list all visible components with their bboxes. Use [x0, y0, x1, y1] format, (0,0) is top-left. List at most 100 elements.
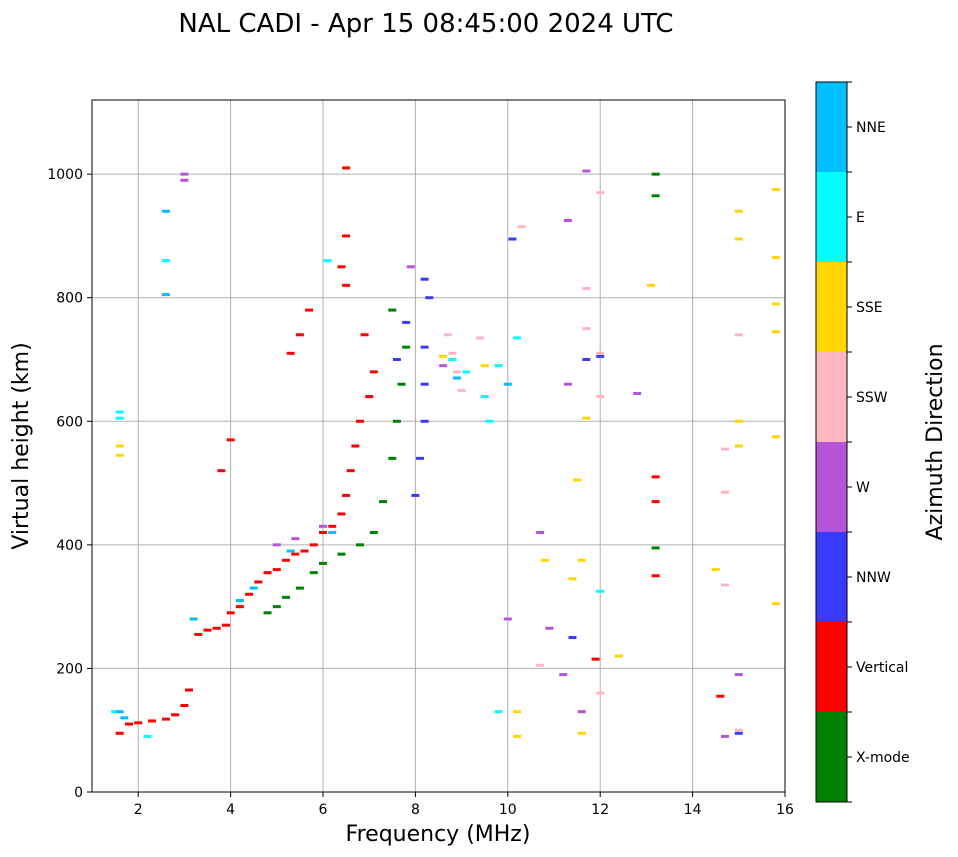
data-point — [309, 571, 318, 575]
colorbar-segment — [816, 622, 847, 712]
data-point — [342, 166, 351, 170]
data-point — [392, 358, 401, 361]
data-point — [388, 308, 397, 312]
colorbar-tick-label: NNE — [856, 120, 886, 136]
data-point — [319, 531, 327, 534]
data-point — [577, 558, 586, 562]
data-point — [115, 710, 124, 714]
data-point — [120, 716, 129, 720]
series-w — [180, 169, 743, 738]
data-point — [651, 172, 660, 176]
data-point — [263, 571, 272, 575]
data-point — [319, 524, 327, 528]
data-point — [577, 731, 586, 735]
data-point — [180, 704, 189, 707]
data-point — [614, 654, 623, 658]
data-point — [720, 583, 729, 587]
data-point — [591, 657, 600, 661]
data-point — [716, 694, 725, 698]
data-point — [771, 435, 780, 439]
data-point — [319, 561, 327, 565]
data-point — [536, 531, 545, 534]
data-point — [439, 364, 448, 368]
data-point — [148, 719, 157, 723]
data-point — [568, 577, 577, 581]
data-point — [124, 722, 133, 726]
data-point — [282, 595, 291, 599]
data-point — [651, 194, 660, 198]
data-point — [720, 490, 729, 494]
y-axis-ticks: 0 200 400 600 800 1000 — [47, 167, 92, 801]
data-point — [235, 605, 244, 609]
data-point — [711, 568, 720, 572]
data-point — [323, 259, 332, 263]
data-point — [282, 558, 291, 562]
data-point — [536, 663, 545, 667]
data-point — [596, 191, 605, 195]
data-point — [439, 354, 448, 358]
y-tick-label: 200 — [56, 661, 83, 677]
colorbar: X-mode Vertical NNW W SSW SSE E NNE — [815, 81, 910, 803]
data-point — [596, 351, 605, 355]
y-tick-label: 400 — [56, 538, 83, 554]
data-point — [651, 574, 660, 578]
data-point — [272, 543, 281, 547]
data-point — [291, 537, 300, 541]
data-point — [582, 416, 591, 420]
data-point — [161, 259, 170, 263]
series-vertical — [115, 166, 725, 735]
colorbar-segment — [816, 82, 847, 172]
colorbar-tick-label: NNW — [856, 570, 891, 586]
data-point — [416, 456, 425, 460]
data-point — [272, 568, 281, 572]
data-point — [582, 358, 591, 361]
x-tick-label: 12 — [591, 802, 609, 818]
data-point — [457, 388, 466, 392]
colorbar-segment — [816, 532, 847, 622]
data-point — [771, 602, 780, 606]
data-point — [305, 308, 314, 312]
data-point — [734, 673, 743, 677]
data-point — [734, 444, 743, 448]
data-point — [494, 364, 503, 368]
data-point — [212, 626, 221, 630]
data-point — [420, 345, 429, 349]
data-point — [734, 731, 743, 735]
data-point — [545, 626, 554, 630]
colorbar-tick-label: SSE — [856, 300, 883, 316]
data-point — [286, 549, 295, 553]
data-point — [517, 225, 526, 229]
data-point — [420, 277, 429, 281]
data-point — [494, 710, 503, 714]
data-point — [355, 543, 364, 547]
data-point — [771, 302, 780, 306]
data-point — [111, 710, 120, 714]
data-point — [406, 265, 415, 269]
data-point — [485, 419, 494, 423]
data-point — [226, 611, 235, 615]
data-point — [355, 419, 364, 423]
colorbar-frame — [815, 81, 848, 803]
data-point — [337, 552, 346, 556]
data-point — [596, 354, 605, 358]
y-tick-label: 800 — [56, 291, 83, 307]
data-point — [573, 478, 582, 482]
data-point — [342, 493, 351, 497]
data-point — [134, 721, 143, 725]
series-e — [111, 259, 605, 738]
data-point — [563, 218, 572, 222]
data-point — [115, 453, 124, 457]
data-point — [342, 283, 351, 287]
data-point — [328, 531, 337, 534]
x-tick-label: 14 — [684, 802, 702, 818]
data-point — [402, 320, 411, 324]
series-nne — [115, 209, 512, 720]
data-point — [180, 172, 189, 176]
colorbar-segment — [816, 172, 847, 262]
data-point — [171, 713, 180, 717]
x-tick-label: 16 — [776, 802, 794, 818]
data-point — [161, 293, 170, 297]
data-point — [503, 382, 512, 386]
data-point — [734, 419, 743, 423]
data-point — [295, 586, 304, 590]
